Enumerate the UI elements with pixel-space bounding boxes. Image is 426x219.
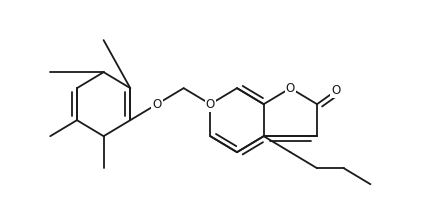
Text: O: O [153,98,161,111]
Text: O: O [206,98,215,111]
Text: O: O [331,84,340,97]
Text: O: O [153,99,161,109]
Text: O: O [286,82,295,95]
Text: O: O [286,83,295,93]
